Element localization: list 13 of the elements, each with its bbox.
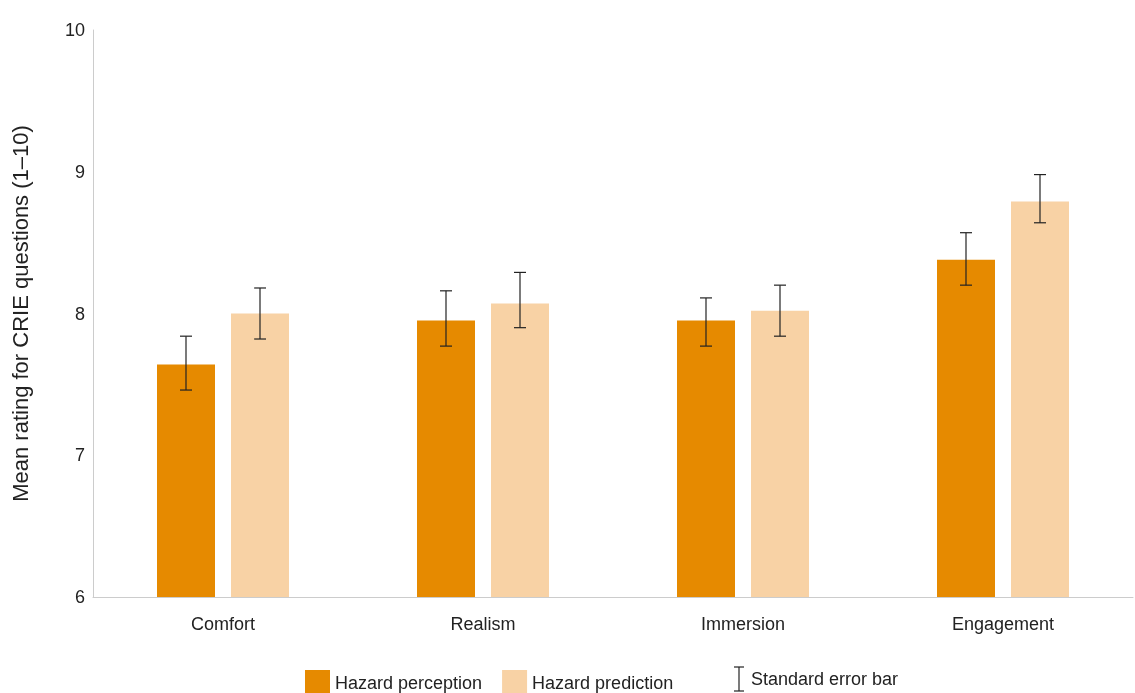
y-tick-label: 8: [74, 303, 85, 324]
y-tick-label: 9: [74, 161, 85, 182]
y-tick-label: 6: [74, 587, 85, 607]
legend-label: Hazard prediction: [532, 672, 674, 693]
x-tick-label: Engagement: [951, 614, 1055, 634]
x-tick-label: Immersion: [700, 614, 786, 634]
y-tick-label: 7: [74, 445, 85, 466]
legend-label: Hazard perception: [335, 672, 483, 693]
text: Standard error bar: [751, 668, 899, 690]
y-tick-label: 10: [64, 20, 85, 40]
y-axis-title: Mean rating for CRIE questions (1–10): [7, 125, 33, 502]
x-tick-label: Realism: [450, 614, 516, 634]
x-tick-label: Comfort: [190, 614, 256, 634]
